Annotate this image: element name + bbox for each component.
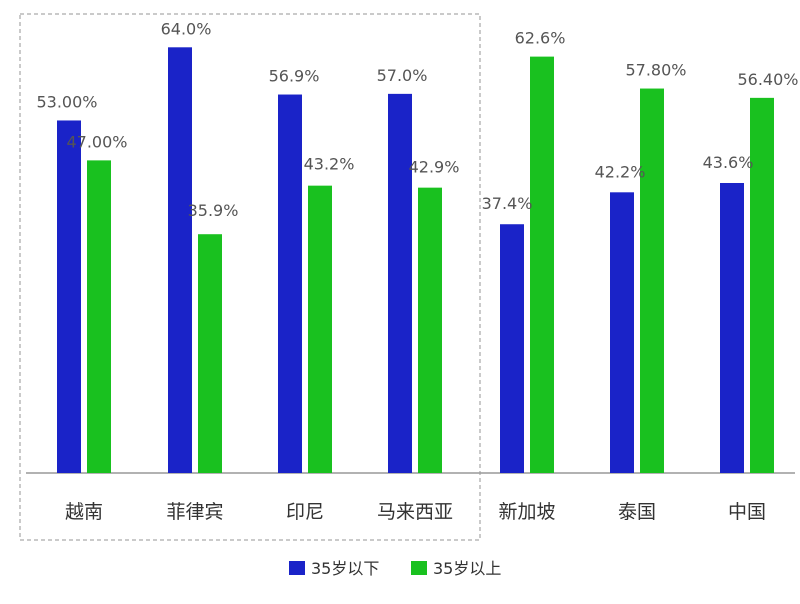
- value-label: 57.0%: [377, 66, 428, 85]
- value-label: 57.80%: [625, 61, 686, 80]
- bar-over35-6: [750, 97, 774, 473]
- value-label: 35.9%: [188, 201, 239, 220]
- value-label: 56.40%: [737, 70, 798, 89]
- category-labels-group: 越南 菲律宾 印尼 马来西亚 新加坡 泰国 中国: [65, 501, 766, 523]
- value-label: 53.00%: [36, 92, 97, 111]
- bar-over35-0: [87, 160, 111, 473]
- bar-over35-2: [308, 185, 332, 473]
- legend-swatch-over35: [411, 561, 427, 575]
- value-label: 47.00%: [66, 132, 127, 151]
- bar-over35-4: [530, 56, 554, 474]
- bar-under35-1: [168, 47, 192, 473]
- legend-swatch-under35: [289, 561, 305, 575]
- highlight-box: [19, 13, 481, 541]
- value-label: 43.2%: [304, 155, 355, 174]
- category-label: 菲律宾: [166, 501, 223, 523]
- value-label: 43.6%: [703, 153, 754, 172]
- value-label: 64.0%: [161, 19, 212, 38]
- bar-under35-4: [500, 224, 524, 473]
- category-label: 马来西亚: [377, 501, 453, 523]
- bar-over35-1: [198, 234, 222, 473]
- bar-under35-0: [57, 120, 81, 473]
- value-label: 62.6%: [515, 29, 566, 48]
- legend: 35岁以下 35岁以上: [289, 559, 501, 578]
- bar-over35-5: [640, 88, 664, 474]
- bar-under35-3: [388, 93, 412, 473]
- bar-under35-5: [610, 192, 634, 473]
- value-label: 56.9%: [269, 67, 320, 86]
- bars-group: [57, 47, 774, 474]
- bar-under35-2: [278, 94, 302, 474]
- value-label: 42.9%: [409, 158, 460, 177]
- category-label: 新加坡: [498, 501, 555, 523]
- bar-under35-6: [720, 182, 744, 473]
- category-label: 越南: [65, 501, 103, 523]
- value-label: 37.4%: [482, 194, 533, 213]
- legend-label-under35: 35岁以下: [311, 559, 379, 578]
- value-label: 42.2%: [595, 162, 646, 181]
- category-label: 泰国: [618, 501, 656, 523]
- category-label: 印尼: [286, 501, 324, 523]
- bar-over35-3: [418, 187, 442, 473]
- category-label: 中国: [728, 501, 766, 523]
- value-labels-group: 53.00% 47.00% 64.0% 35.9% 56.9% 43.2% 57.0% 42.…: [36, 19, 798, 220]
- legend-label-over35: 35岁以上: [433, 559, 501, 578]
